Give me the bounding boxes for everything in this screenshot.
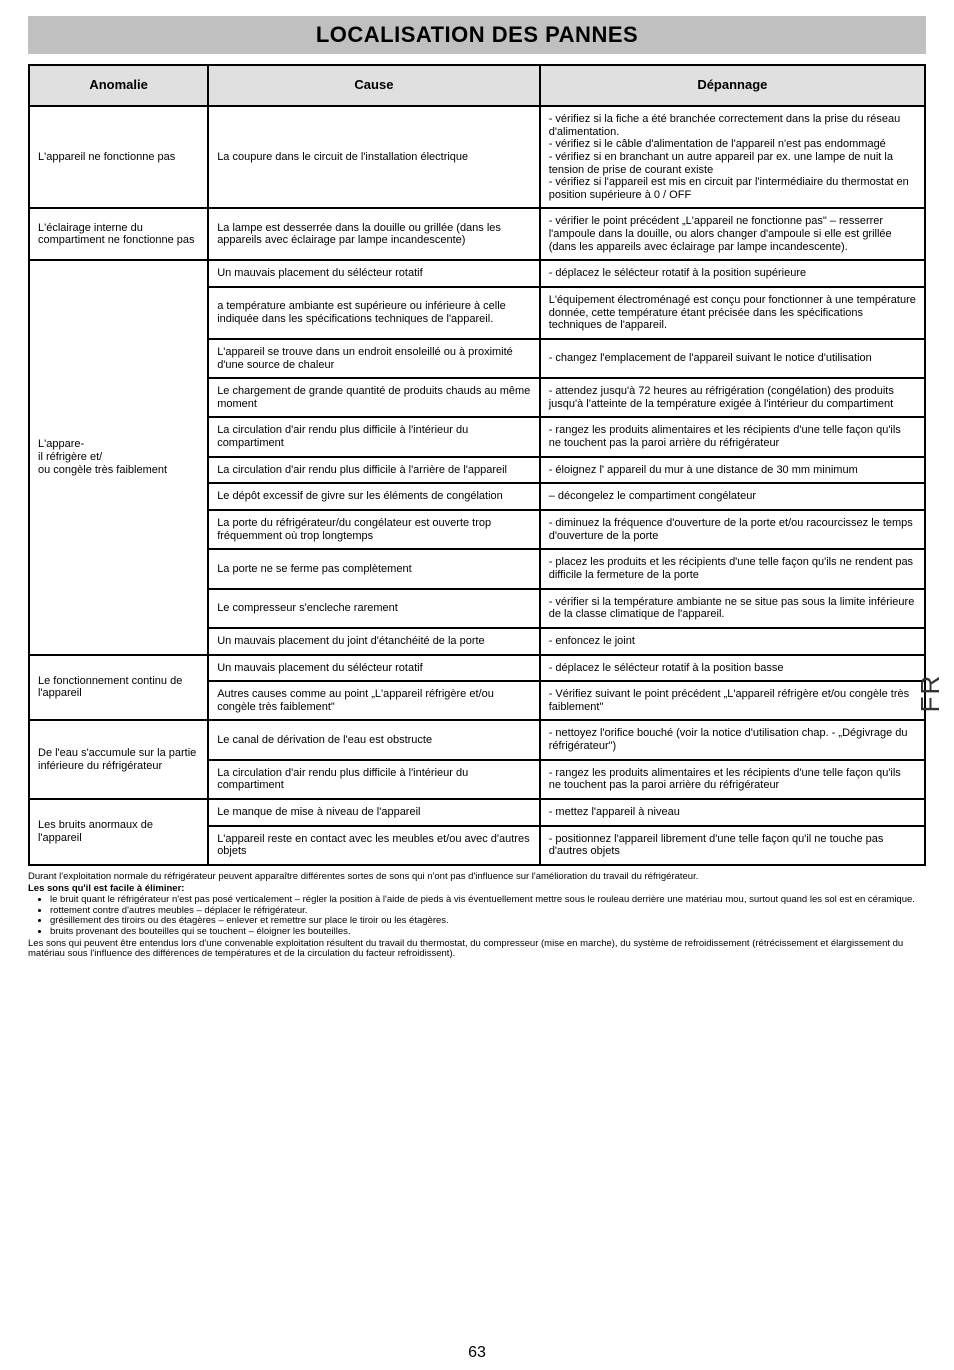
- cell-anomaly: L'appareil ne fonctionne pas: [29, 106, 208, 208]
- cell-anomaly: Les bruits anormaux de l'appareil: [29, 799, 208, 865]
- cell-fix: - nettoyez l'orifice bouché (voir la not…: [540, 720, 925, 759]
- cell-fix: - mettez l'appareil à niveau: [540, 799, 925, 826]
- cell-fix: - déplacez le sélécteur rotatif à la pos…: [540, 655, 925, 682]
- cell-cause: Le manque de mise à niveau de l'appareil: [208, 799, 540, 826]
- cell-fix: L'équipement électroménagé est conçu pou…: [540, 287, 925, 339]
- cell-cause: La porte ne se ferme pas complètement: [208, 549, 540, 588]
- table-row: L'appareil ne fonctionne pasLa coupure d…: [29, 106, 925, 208]
- cell-cause: Un mauvais placement du joint d'étanchéi…: [208, 628, 540, 655]
- cell-fix: – décongelez le compartiment congélateur: [540, 483, 925, 510]
- cell-fix: - vérifier le point précédent „L'apparei…: [540, 208, 925, 260]
- cell-cause: La circulation d'air rendu plus difficil…: [208, 457, 540, 484]
- table-row: Les bruits anormaux de l'appareilLe manq…: [29, 799, 925, 826]
- footnote-paragraph: Durant l'exploitation normale du réfrigé…: [28, 872, 926, 883]
- fault-table: Anomalie Cause Dépannage L'appareil ne f…: [28, 64, 926, 866]
- cell-fix: - rangez les produits alimentaires et le…: [540, 760, 925, 799]
- table-body: L'appareil ne fonctionne pasLa coupure d…: [29, 106, 925, 865]
- cell-cause: Le canal de dérivation de l'eau est obst…: [208, 720, 540, 759]
- footnotes: Durant l'exploitation normale du réfrigé…: [28, 872, 926, 960]
- page-number: 63: [0, 1344, 954, 1362]
- cell-cause: La coupure dans le circuit de l'installa…: [208, 106, 540, 208]
- cell-cause: a température ambiante est supérieure ou…: [208, 287, 540, 339]
- cell-cause: La porte du réfrigérateur/du congélateur…: [208, 510, 540, 549]
- table-row: L'appare- il réfrigère et/ ou congèle tr…: [29, 260, 925, 287]
- page-title: LOCALISATION DES PANNES: [28, 16, 926, 54]
- cell-cause: Le dépôt excessif de givre sur les éléme…: [208, 483, 540, 510]
- cell-anomaly: L'appare- il réfrigère et/ ou congèle tr…: [29, 260, 208, 654]
- header-anomaly: Anomalie: [29, 65, 208, 106]
- cell-fix: - positionnez l'appareil librement d'une…: [540, 826, 925, 865]
- table-header-row: Anomalie Cause Dépannage: [29, 65, 925, 106]
- cell-anomaly: De l'eau s'accumule sur la partie inféri…: [29, 720, 208, 799]
- cell-fix: - placez les produits et les récipients …: [540, 549, 925, 588]
- footnote-heading: Les sons qu'il est facile à éliminer:: [28, 884, 926, 895]
- cell-fix: - déplacez le sélécteur rotatif à la pos…: [540, 260, 925, 287]
- cell-fix: - éloignez l' appareil du mur à une dist…: [540, 457, 925, 484]
- cell-cause: Autres causes comme au point „L'appareil…: [208, 681, 540, 720]
- cell-fix: - rangez les produits alimentaires et le…: [540, 417, 925, 456]
- cell-anomaly: L'éclairage interne du compartiment ne f…: [29, 208, 208, 260]
- cell-fix: - enfoncez le joint: [540, 628, 925, 655]
- cell-cause: La circulation d'air rendu plus difficil…: [208, 760, 540, 799]
- cell-cause: Un mauvais placement du sélécteur rotati…: [208, 655, 540, 682]
- footnote-paragraph: Les sons qui peuvent être entendus lors …: [28, 939, 926, 960]
- cell-fix: - attendez jusqu'à 72 heures au réfrigér…: [540, 378, 925, 417]
- cell-cause: L'appareil reste en contact avec les meu…: [208, 826, 540, 865]
- cell-cause: Le compresseur s'encleche rarement: [208, 589, 540, 628]
- cell-fix: - vérifier si la température ambiante ne…: [540, 589, 925, 628]
- cell-cause: La lampe est desserrée dans la douille o…: [208, 208, 540, 260]
- table-row: De l'eau s'accumule sur la partie inféri…: [29, 720, 925, 759]
- cell-cause: La circulation d'air rendu plus difficil…: [208, 417, 540, 456]
- table-row: L'éclairage interne du compartiment ne f…: [29, 208, 925, 260]
- header-fix: Dépannage: [540, 65, 925, 106]
- cell-fix: - Vérifiez suivant le point précédent „L…: [540, 681, 925, 720]
- cell-anomaly: Le fonctionnement continu de l'appareil: [29, 655, 208, 721]
- footnote-bullet: bruits provenant des bouteilles qui se t…: [50, 927, 926, 938]
- cell-cause: Un mauvais placement du sélécteur rotati…: [208, 260, 540, 287]
- cell-fix: - diminuez la fréquence d'ouverture de l…: [540, 510, 925, 549]
- side-language-label: FR: [915, 674, 946, 713]
- cell-cause: Le chargement de grande quantité de prod…: [208, 378, 540, 417]
- footnote-bullets: le bruit quant le réfrigérateur n'est pa…: [28, 895, 926, 938]
- table-row: Le fonctionnement continu de l'appareilU…: [29, 655, 925, 682]
- cell-cause: L'appareil se trouve dans un endroit ens…: [208, 339, 540, 378]
- cell-fix: - changez l'emplacement de l'appareil su…: [540, 339, 925, 378]
- header-cause: Cause: [208, 65, 540, 106]
- cell-fix: - vérifiez si la fiche a été branchée co…: [540, 106, 925, 208]
